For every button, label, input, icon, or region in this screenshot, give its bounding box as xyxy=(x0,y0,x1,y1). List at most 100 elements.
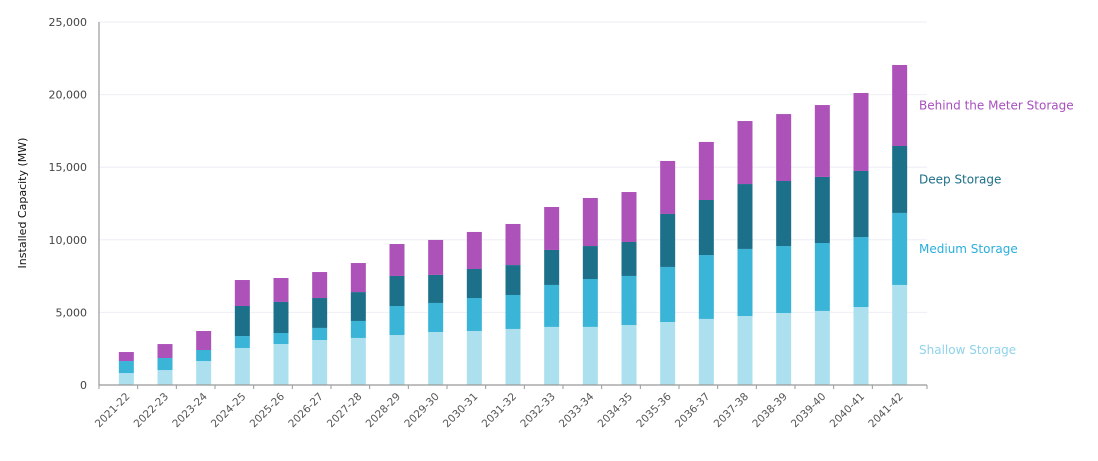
bar-segment-behind-the-meter-storage xyxy=(776,114,792,181)
bar-segment-shallow-storage xyxy=(118,373,134,385)
legend-label-behind-the-meter-storage: Behind the Meter Storage xyxy=(919,98,1074,112)
bar-segment-deep-storage xyxy=(389,275,405,307)
x-tick-label: 2021-22 xyxy=(93,391,133,431)
bar-segment-shallow-storage xyxy=(621,325,637,385)
bar-segment-medium-storage xyxy=(698,255,714,319)
legend: Shallow Storage Medium Storage Deep Storag… xyxy=(919,98,1074,356)
bar-segment-behind-the-meter-storage xyxy=(389,244,405,276)
bar-segment-deep-storage xyxy=(698,200,714,256)
legend-label-deep-storage: Deep Storage xyxy=(919,172,1001,186)
x-tick-label: 2027-28 xyxy=(325,391,365,431)
bar-segment-behind-the-meter-storage xyxy=(544,206,560,250)
bar-segment-medium-storage xyxy=(428,302,444,333)
bar-segment-behind-the-meter-storage xyxy=(737,121,753,185)
bar-segment-behind-the-meter-storage xyxy=(660,160,676,214)
bar-segment-medium-storage xyxy=(776,246,792,313)
bar-segment-behind-the-meter-storage xyxy=(234,280,250,307)
bar-segment-deep-storage xyxy=(234,306,250,337)
y-axis-label: Installed Capacity (MW) xyxy=(16,138,29,269)
bar-segment-shallow-storage xyxy=(544,326,560,385)
bar-segment-medium-storage xyxy=(853,237,869,308)
bar-segment-shallow-storage xyxy=(892,284,908,385)
x-tick-label: 2030-31 xyxy=(441,391,481,431)
bar-segment-medium-storage xyxy=(196,350,212,362)
bar-segment-deep-storage xyxy=(621,241,637,276)
bar-segment-behind-the-meter-storage xyxy=(118,352,134,362)
bar-segment-shallow-storage xyxy=(428,332,444,385)
x-tick-label: 2031-32 xyxy=(480,391,520,431)
x-tick-label: 2040-41 xyxy=(828,391,868,431)
x-tick-label: 2034-35 xyxy=(596,391,636,431)
bar-segment-deep-storage xyxy=(814,176,830,243)
bar-segment-shallow-storage xyxy=(157,370,173,385)
bar-segment-behind-the-meter-storage xyxy=(892,64,908,147)
x-tick-label: 2035-36 xyxy=(634,390,674,430)
y-tick-label: 10,000 xyxy=(49,234,88,247)
bar-segment-medium-storage xyxy=(621,275,637,326)
bar-segment-shallow-storage xyxy=(196,361,212,385)
bar-segment-behind-the-meter-storage xyxy=(273,277,289,302)
x-tick-label: 2026-27 xyxy=(286,391,326,431)
y-tick-label: 0 xyxy=(80,379,87,392)
x-tick-label: 2029-30 xyxy=(402,391,442,431)
bar-segment-medium-storage xyxy=(273,333,289,345)
bar-segment-behind-the-meter-storage xyxy=(621,192,637,242)
bar-segment-shallow-storage xyxy=(234,347,250,385)
bar-segment-shallow-storage xyxy=(737,316,753,385)
y-tick-label: 20,000 xyxy=(49,89,88,102)
x-tick-label: 2024-25 xyxy=(209,391,249,431)
bar-segment-medium-storage xyxy=(466,298,482,331)
bars xyxy=(118,64,908,385)
x-tick-label: 2041-42 xyxy=(866,391,906,431)
bar-segment-medium-storage xyxy=(118,361,134,374)
bar-segment-behind-the-meter-storage xyxy=(466,231,482,269)
x-tick-label: 2033-34 xyxy=(557,390,597,430)
bar-segment-deep-storage xyxy=(350,292,366,321)
bar-segment-behind-the-meter-storage xyxy=(350,263,366,293)
bar-segment-shallow-storage xyxy=(273,344,289,385)
bar-segment-shallow-storage xyxy=(312,339,328,385)
x-tick-label: 2032-33 xyxy=(518,391,558,431)
bar-segment-shallow-storage xyxy=(505,328,521,385)
x-tick-label: 2036-37 xyxy=(673,391,713,431)
x-tick-label: 2025-26 xyxy=(248,390,288,430)
bar-segment-shallow-storage xyxy=(466,330,482,385)
bar-segment-deep-storage xyxy=(273,301,289,334)
bar-segment-deep-storage xyxy=(853,170,869,238)
bar-segment-deep-storage xyxy=(660,213,676,267)
x-tick-label: 2038-39 xyxy=(750,391,790,431)
x-tick-label: 2039-40 xyxy=(789,391,829,431)
legend-label-shallow-storage: Shallow Storage xyxy=(919,343,1016,357)
x-tick-label: 2028-29 xyxy=(364,391,404,431)
bar-segment-shallow-storage xyxy=(853,307,869,385)
bar-segment-behind-the-meter-storage xyxy=(582,197,598,247)
bar-segment-behind-the-meter-storage xyxy=(698,141,714,201)
bar-segment-deep-storage xyxy=(428,274,444,303)
bar-segment-medium-storage xyxy=(892,212,908,285)
bar-segment-behind-the-meter-storage xyxy=(428,239,444,275)
bar-segment-shallow-storage xyxy=(582,326,598,385)
bar-segment-deep-storage xyxy=(544,249,560,285)
bar-segment-medium-storage xyxy=(814,242,830,311)
bar-segment-behind-the-meter-storage xyxy=(814,105,830,177)
bar-segment-deep-storage xyxy=(776,180,792,247)
bar-segment-medium-storage xyxy=(582,279,598,327)
bar-segment-behind-the-meter-storage xyxy=(157,344,173,358)
bar-segment-medium-storage xyxy=(389,306,405,336)
x-tick-label: 2037-38 xyxy=(712,391,752,431)
bar-segment-behind-the-meter-storage xyxy=(312,272,328,299)
bar-segment-behind-the-meter-storage xyxy=(505,223,521,266)
bar-segment-medium-storage xyxy=(312,327,328,340)
x-tick-label: 2023-24 xyxy=(170,390,210,430)
bar-segment-shallow-storage xyxy=(776,312,792,385)
bar-segment-medium-storage xyxy=(660,266,676,322)
bar-segment-deep-storage xyxy=(892,146,908,213)
bar-segment-shallow-storage xyxy=(660,321,676,385)
bar-segment-deep-storage xyxy=(582,246,598,280)
bar-segment-behind-the-meter-storage xyxy=(196,330,212,351)
y-tick-label: 15,000 xyxy=(49,161,88,174)
legend-label-medium-storage: Medium Storage xyxy=(919,242,1018,256)
bar-segment-medium-storage xyxy=(157,357,173,371)
bar-segment-shallow-storage xyxy=(814,310,830,385)
